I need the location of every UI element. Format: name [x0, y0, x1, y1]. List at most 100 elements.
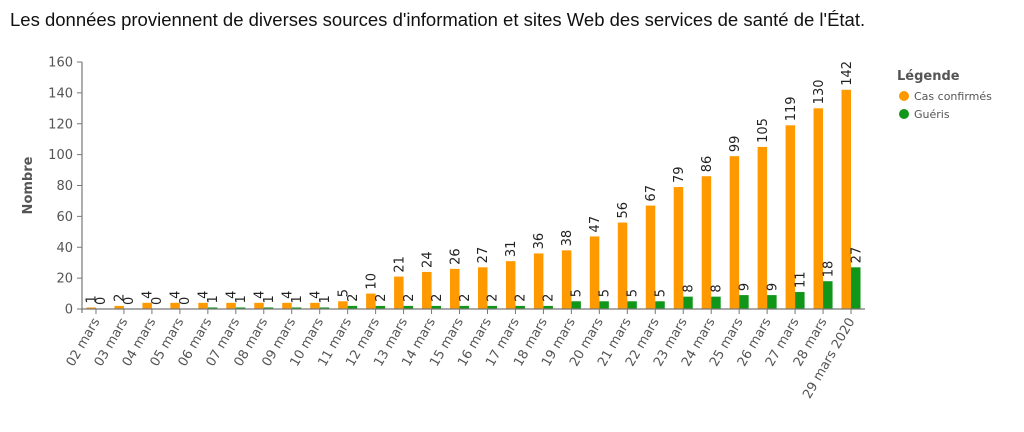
data-label: 4 [197, 291, 212, 299]
bar-cas-confirmes [533, 253, 544, 309]
legend-item-label: Cas confirmés [914, 90, 992, 103]
bar-gueris [711, 296, 721, 309]
data-label: 8 [709, 284, 724, 292]
data-label: 56 [616, 202, 631, 219]
bar-cas-confirmes [589, 236, 600, 309]
data-label: 38 [560, 230, 575, 247]
bar-cas-confirmes [561, 250, 572, 309]
y-tick-label: 80 [56, 179, 73, 194]
data-label: 26 [448, 248, 463, 265]
bar-cas-confirmes [450, 268, 460, 309]
data-label: 8 [681, 284, 696, 292]
y-tick-label: 100 [48, 148, 73, 163]
bar-gueris [235, 307, 246, 309]
y-tick-label: 120 [48, 117, 73, 132]
bar-gueris [823, 281, 833, 309]
bar-cas-confirmes [86, 307, 96, 309]
legend-swatch [899, 109, 909, 119]
data-label: 1 [206, 295, 221, 303]
bar-gueris [375, 305, 386, 309]
bar-gueris [487, 305, 497, 309]
data-label: 47 [588, 216, 603, 233]
bar-gueris [515, 305, 525, 309]
bar-cas-confirmes [170, 302, 180, 309]
data-label: 0 [94, 297, 109, 305]
bar-gueris [347, 305, 358, 309]
data-label: 2 [113, 294, 128, 302]
data-label: 1 [290, 295, 305, 303]
data-label: 5 [626, 289, 641, 297]
bar-cas-confirmes [310, 302, 320, 309]
chart-caption: Les données proviennent de diverses sour… [10, 9, 866, 30]
data-label: 0 [150, 297, 165, 305]
bar-cas-confirmes [254, 302, 264, 309]
data-label: 142 [840, 61, 855, 86]
data-label: 79 [672, 166, 687, 183]
data-label: 4 [308, 291, 323, 299]
data-label: 10 [364, 273, 379, 290]
data-label: 86 [700, 156, 715, 173]
bar-gueris [571, 301, 581, 309]
bar-gueris [543, 305, 553, 309]
data-label: 31 [504, 241, 519, 258]
data-label: 2 [542, 294, 557, 302]
bar-gueris [739, 295, 749, 309]
bar-cas-confirmes [198, 302, 208, 309]
bar-gueris [431, 305, 442, 309]
bar-cas-confirmes [422, 271, 432, 309]
data-label: 4 [169, 291, 184, 299]
data-label: 105 [756, 118, 771, 143]
data-label: 5 [598, 289, 613, 297]
data-label: 5 [570, 289, 585, 297]
bar-cas-confirmes [813, 108, 824, 309]
bar-gueris [263, 307, 274, 309]
bar-cas-confirmes [785, 125, 796, 309]
data-label: 4 [280, 291, 295, 299]
bar-gueris [767, 295, 777, 309]
data-label: 11 [793, 271, 808, 288]
data-label: 2 [374, 294, 389, 302]
data-label: 2 [430, 294, 445, 302]
data-label: 99 [728, 136, 743, 153]
data-label: 5 [654, 289, 669, 297]
bar-cas-confirmes [477, 267, 488, 309]
legend-title: Légende [897, 69, 960, 84]
legend-swatch [899, 91, 909, 101]
bar-gueris [459, 305, 470, 309]
y-tick-label: 160 [48, 56, 73, 71]
data-label: 1 [85, 295, 100, 303]
bar-cas-confirmes [114, 305, 124, 309]
bar-cas-confirmes [282, 302, 292, 309]
bar-cas-confirmes [338, 301, 348, 309]
data-label: 67 [644, 185, 659, 202]
data-label: 24 [420, 251, 435, 268]
data-label: 2 [514, 294, 529, 302]
data-label: 1 [318, 295, 333, 303]
bar-cas-confirmes [366, 293, 376, 309]
data-label: 4 [225, 291, 240, 299]
y-tick-label: 20 [56, 272, 73, 287]
y-tick-label: 140 [48, 86, 73, 101]
data-label: 2 [402, 294, 417, 302]
y-tick-label: 60 [56, 210, 73, 225]
data-label: 9 [765, 283, 780, 291]
bar-cas-confirmes [505, 261, 516, 309]
bar-gueris [655, 301, 665, 309]
data-label: 2 [346, 294, 361, 302]
bar-gueris [851, 267, 861, 309]
data-label: 36 [532, 233, 547, 250]
y-tick-label: 0 [65, 303, 73, 318]
bar-gueris [599, 301, 609, 309]
data-label: 5 [336, 289, 351, 297]
data-label: 1 [234, 295, 249, 303]
bar-gueris [207, 307, 218, 309]
bar-gueris [403, 305, 414, 309]
bar-cas-confirmes [757, 146, 768, 309]
data-label: 0 [178, 297, 193, 305]
bar-gueris [319, 307, 330, 309]
data-label: 27 [476, 247, 491, 264]
data-label: 4 [253, 291, 268, 299]
data-label: 4 [141, 291, 156, 299]
y-axis: 0 20 40 60 80 100 120 140 160 [48, 56, 83, 318]
